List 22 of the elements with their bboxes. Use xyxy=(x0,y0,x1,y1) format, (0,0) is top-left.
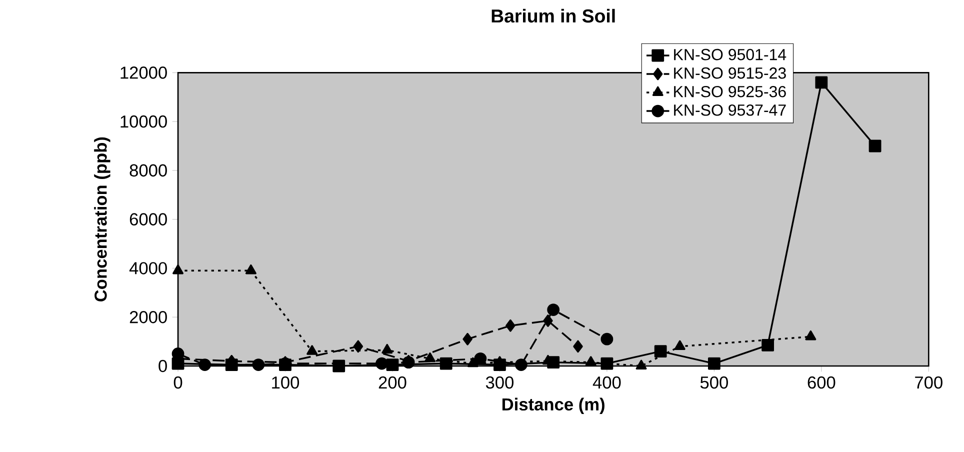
x-tick-label: 600 xyxy=(808,376,836,389)
x-tick-label: 0 xyxy=(174,376,182,389)
y-tick-label: 10000 xyxy=(120,115,167,128)
x-axis-title: Distance (m) xyxy=(502,398,604,414)
legend-label: KN-SO 9515-23 xyxy=(674,67,786,79)
y-tick-label: 6000 xyxy=(130,213,167,226)
y-tick-label: 2000 xyxy=(130,310,167,324)
chart-title: Barium in Soil xyxy=(492,8,615,23)
x-tick-label: 500 xyxy=(700,376,728,389)
y-tick-label: 12000 xyxy=(120,66,167,79)
x-tick-label: 400 xyxy=(592,376,621,389)
y-tick-label: 8000 xyxy=(130,164,167,177)
x-tick-label: 100 xyxy=(272,376,300,389)
legend-label: KN-SO 9501-14 xyxy=(674,48,786,60)
x-tick-label: 300 xyxy=(486,376,514,389)
x-tick-label: 200 xyxy=(378,376,406,389)
legend-label: KN-SO 9525-36 xyxy=(674,86,786,98)
y-axis-title: Concentration (ppb) xyxy=(94,137,110,302)
x-tick-label: 700 xyxy=(915,376,942,389)
y-tick-label: 4000 xyxy=(129,262,167,274)
legend-label: KN-SO 9537-47 xyxy=(674,104,786,116)
y-tick-label: 0 xyxy=(158,360,167,372)
